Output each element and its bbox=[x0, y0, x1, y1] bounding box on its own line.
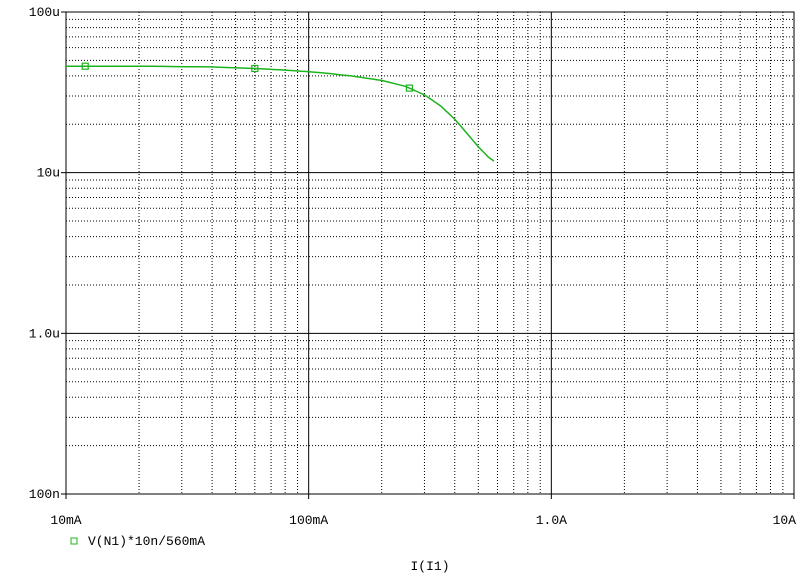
series-marker bbox=[81, 62, 89, 70]
legend-marker bbox=[70, 537, 78, 545]
tick-marks bbox=[61, 11, 795, 499]
x-tick-label: 100mA bbox=[289, 513, 328, 528]
series-marker bbox=[251, 64, 259, 73]
y-tick-label: 100u bbox=[29, 5, 60, 20]
minor-gridlines bbox=[66, 12, 794, 494]
plot-frame bbox=[65, 11, 795, 495]
major-gridlines bbox=[65, 11, 795, 495]
legend: V(N1)*10n/560mA bbox=[70, 534, 205, 549]
x-tick-labels: 10mA 100mA 1.0A 10A bbox=[50, 513, 796, 528]
y-tick-label: 10u bbox=[37, 166, 60, 181]
series-line bbox=[66, 65, 495, 162]
y-tick-label: 1.0u bbox=[29, 326, 60, 341]
x-tick-label: 10mA bbox=[50, 513, 81, 528]
x-axis-title: I(I1) bbox=[410, 559, 449, 574]
series-layer bbox=[66, 62, 495, 162]
y-tick-labels: 100n 1.0u 10u 100u bbox=[29, 5, 60, 502]
x-tick-label: 10A bbox=[773, 513, 797, 528]
series-marker bbox=[405, 84, 413, 92]
legend-label: V(N1)*10n/560mA bbox=[88, 534, 205, 549]
x-tick-label: 1.0A bbox=[536, 513, 567, 528]
y-tick-label: 100n bbox=[29, 487, 60, 502]
